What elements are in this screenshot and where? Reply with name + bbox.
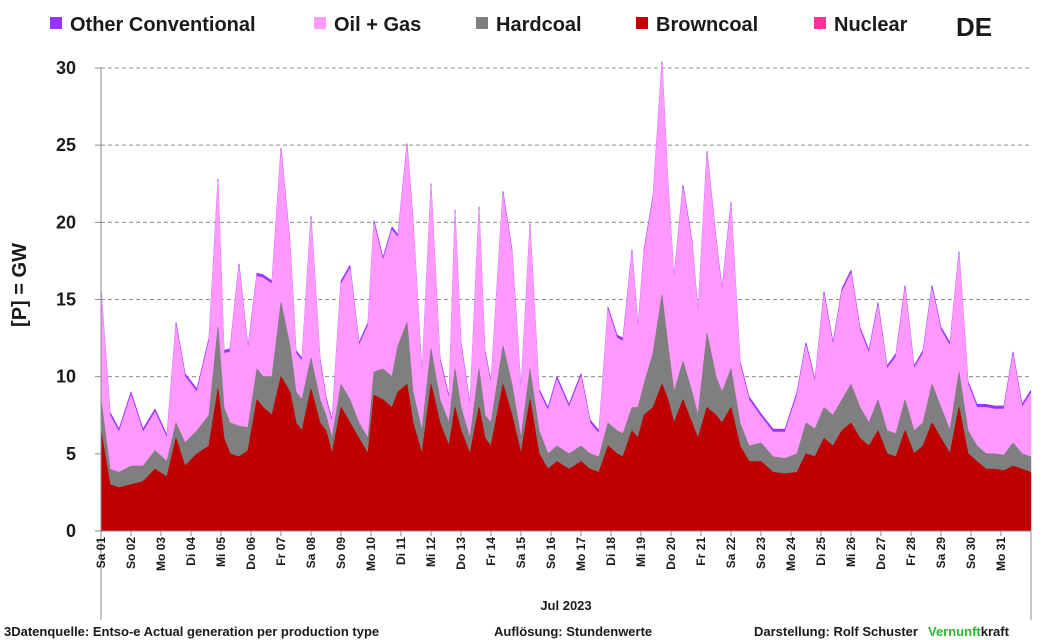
x-tick-label-28: Sa 29 [934, 537, 948, 569]
x-tick-label-21: Sa 22 [724, 537, 738, 569]
x-tick-label-10: Di 11 [394, 537, 408, 565]
x-axis-title: Jul 2023 [540, 598, 591, 613]
brand-black-part: kraft [981, 624, 1010, 639]
legend-label-0: Other Conventional [70, 14, 256, 36]
x-tick-label-13: Fr 14 [484, 537, 498, 566]
area-oil-gas [100, 64, 1032, 532]
x-tick-label-4: Mi 05 [214, 537, 228, 567]
x-tick-label-23: Mo 24 [784, 537, 798, 571]
x-tick-label-20: Fr 21 [694, 537, 708, 566]
country-label: DE [956, 12, 992, 42]
legend-label-3: Browncoal [656, 14, 758, 36]
y-tick-label-4: 20 [56, 212, 76, 232]
x-tick-label-24: Di 25 [814, 537, 828, 566]
x-tick-label-14: Sa 15 [514, 537, 528, 569]
legend-label-1: Oil + Gas [334, 14, 421, 36]
legend-swatch-0 [50, 17, 62, 29]
author-note: Darstellung: Rolf Schuster [754, 624, 918, 639]
stacked-areas [100, 61, 1032, 532]
x-tick-label-6: Fr 07 [274, 537, 288, 566]
x-tick-label-15: So 16 [544, 537, 558, 569]
brand-logo: Vernunftkraft [928, 624, 1010, 639]
y-tick-label-2: 10 [56, 367, 76, 387]
x-tick-label-1: So 02 [124, 537, 138, 569]
resolution-note: Auflösung: Stundenwerte [494, 624, 652, 639]
x-tick-label-30: Mo 31 [994, 537, 1008, 571]
area-browncoal [100, 376, 1032, 532]
x-tick-label-16: Mo 17 [574, 537, 588, 571]
x-tick-label-7: Sa 08 [304, 537, 318, 569]
source-note: 3Datenquelle: Entso-e Actual generation … [4, 624, 379, 639]
x-tick-label-2: Mo 03 [154, 537, 168, 571]
x-tick-label-0: Sa 01 [94, 537, 108, 569]
y-tick-label-5: 25 [56, 135, 76, 155]
legend-swatch-4 [814, 17, 826, 29]
legend-label-4: Nuclear [834, 14, 908, 36]
axes [100, 68, 1032, 620]
y-tick-labels: 0 5 10 15 20 25 30 [56, 58, 76, 541]
legend-swatch-3 [636, 17, 648, 29]
brand-green-part: Vernunft [928, 624, 981, 639]
x-tick-label-22: So 23 [754, 537, 768, 569]
y-tick-label-0: 0 [66, 521, 76, 541]
y-axis-label: [P] = GW [9, 243, 31, 327]
x-tick-label-29: So 30 [964, 537, 978, 569]
x-tick-label-3: Di 04 [184, 537, 198, 566]
x-tick-label-5: Do 06 [244, 537, 258, 570]
x-tick-label-9: Mo 10 [364, 537, 378, 571]
x-tick-label-26: Do 27 [874, 537, 888, 570]
x-tick-label-8: So 09 [334, 537, 348, 569]
y-tick-label-1: 5 [66, 444, 76, 464]
chart-legend: Other Conventional Oil + Gas Hardcoal Brown… [50, 14, 908, 36]
x-tick-label-27: Fr 28 [904, 537, 918, 566]
y-tick-label-3: 15 [56, 290, 76, 310]
legend-label-2: Hardcoal [496, 14, 582, 36]
x-tick-label-11: Mi 12 [424, 537, 438, 567]
x-tick-label-17: Di 18 [604, 537, 618, 566]
x-tick-labels: Sa 01 So 02 Mo 03 Di 04 Mi 05 Do 06 Fr 07 Sa 08… [94, 537, 1008, 571]
x-tick-label-12: Do 13 [454, 537, 468, 570]
x-tick-label-19: Do 20 [664, 537, 678, 570]
x-tick-label-18: Mi 19 [634, 537, 648, 567]
x-tick-label-25: Mi 26 [844, 537, 858, 567]
legend-swatch-2 [476, 17, 488, 29]
y-tick-label-6: 30 [56, 58, 76, 78]
legend-swatch-1 [314, 17, 326, 29]
